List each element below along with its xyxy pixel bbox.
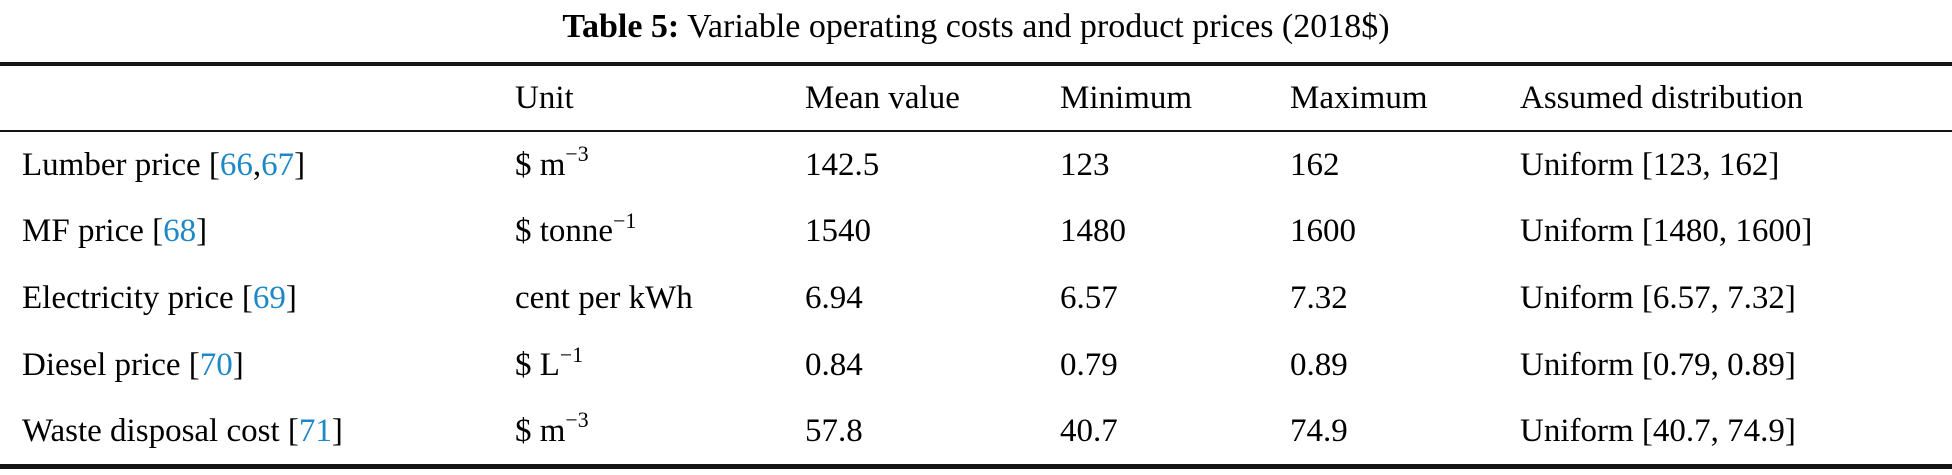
unit-text: $ m — [515, 412, 566, 449]
header-maximum: Maximum — [1290, 64, 1520, 132]
maximum-cell: 7.32 — [1290, 280, 1348, 316]
header-item — [0, 64, 515, 132]
table-caption: Table 5: Variable operating costs and pr… — [0, 0, 1952, 62]
unit-exponent: −3 — [565, 408, 589, 433]
distribution-cell: Uniform [6.57, 7.32] — [1520, 280, 1796, 316]
unit-text: $ tonne — [515, 213, 614, 249]
table-row: Electricity price [69] cent per kWh 6.94 6.… — [0, 265, 1952, 332]
row-label-cell: Waste disposal cost [71] — [0, 399, 515, 466]
mean-value-cell: 0.84 — [805, 347, 863, 383]
unit-cell: cent per kWh — [515, 265, 805, 332]
row-label-text: Diesel price [ — [22, 347, 200, 383]
table-row: Diesel price [70] $ L−1 0.84 0.79 0.89 Unifor… — [0, 332, 1952, 399]
minimum-cell: 0.79 — [1060, 347, 1118, 383]
maximum-cell: 162 — [1290, 146, 1340, 183]
row-label-text: Waste disposal cost [ — [22, 412, 299, 449]
citation-link[interactable]: 69 — [252, 280, 286, 316]
citation-link[interactable]: 67 — [261, 146, 295, 183]
distribution-cell: Uniform [1480, 1600] — [1520, 213, 1813, 249]
table-row: MF price [68] $ tonne−1 1540 1480 1600 Unifor… — [0, 198, 1952, 265]
header-unit: Unit — [515, 64, 805, 132]
maximum-cell: 74.9 — [1290, 412, 1348, 449]
maximum-cell: 1600 — [1290, 213, 1356, 249]
citation-link[interactable]: 70 — [199, 347, 233, 383]
citation-link[interactable]: 68 — [163, 213, 197, 249]
mean-value-cell: 142.5 — [805, 146, 880, 183]
row-label-text: ] — [196, 213, 208, 249]
row-label-cell: Electricity price [69] — [0, 265, 515, 332]
unit-cell: $ m−3 — [515, 399, 805, 466]
citation-link[interactable]: 71 — [298, 412, 332, 449]
unit-exponent: −1 — [559, 342, 584, 367]
row-label-text: ] — [232, 347, 244, 383]
header-assumed-distribution: Assumed distribution — [1520, 64, 1952, 132]
variable-costs-table: Unit Mean value Minimum Maximum Assumed … — [0, 62, 1952, 469]
citation-link[interactable]: 66 — [219, 146, 253, 183]
mean-value-cell: 1540 — [805, 213, 871, 249]
unit-cell: $ tonne−1 — [515, 198, 805, 265]
row-label-text: , — [252, 146, 262, 183]
row-label-cell: MF price [68] — [0, 198, 515, 265]
table-row: Waste disposal cost [71] $ m−3 57.8 40.7 74.… — [0, 399, 1952, 466]
unit-text: $ m — [515, 146, 566, 183]
header-row: Unit Mean value Minimum Maximum Assumed … — [0, 64, 1952, 132]
row-label-text: MF price [ — [22, 213, 164, 249]
minimum-cell: 123 — [1060, 146, 1110, 183]
row-label-text: ] — [285, 280, 297, 316]
maximum-cell: 0.89 — [1290, 347, 1348, 383]
distribution-cell: Uniform [0.79, 0.89] — [1520, 347, 1796, 383]
header-mean-value: Mean value — [805, 64, 1060, 132]
header-minimum: Minimum — [1060, 64, 1290, 132]
unit-cell: $ m−3 — [515, 131, 805, 198]
mean-value-cell: 6.94 — [805, 280, 863, 316]
row-label-cell: Lumber price [66,67] — [0, 131, 515, 198]
table-row: Lumber price [66,67] $ m−3 142.5 123 162 Unif… — [0, 131, 1952, 198]
table-caption-text: Variable operating costs and product pri… — [679, 8, 1390, 45]
unit-text: $ L — [515, 347, 560, 383]
unit-exponent: −3 — [565, 142, 589, 166]
table-caption-label: Table 5: — [562, 8, 680, 45]
row-label-text: Electricity price [ — [22, 280, 253, 316]
table-body: Lumber price [66,67] $ m−3 142.5 123 162 Unif… — [0, 131, 1952, 466]
minimum-cell: 6.57 — [1060, 280, 1118, 316]
mean-value-cell: 57.8 — [805, 412, 863, 449]
unit-text: cent per kWh — [515, 280, 693, 316]
unit-cell: $ L−1 — [515, 332, 805, 399]
distribution-cell: Uniform [40.7, 74.9] — [1520, 412, 1796, 449]
unit-exponent: −1 — [613, 208, 637, 233]
minimum-cell: 40.7 — [1060, 412, 1118, 449]
distribution-cell: Uniform [123, 162] — [1520, 146, 1780, 183]
row-label-text: Lumber price [ — [22, 146, 220, 183]
row-label-text: ] — [331, 412, 343, 449]
minimum-cell: 1480 — [1060, 213, 1126, 249]
row-label-cell: Diesel price [70] — [0, 332, 515, 399]
row-label-text: ] — [294, 146, 306, 183]
